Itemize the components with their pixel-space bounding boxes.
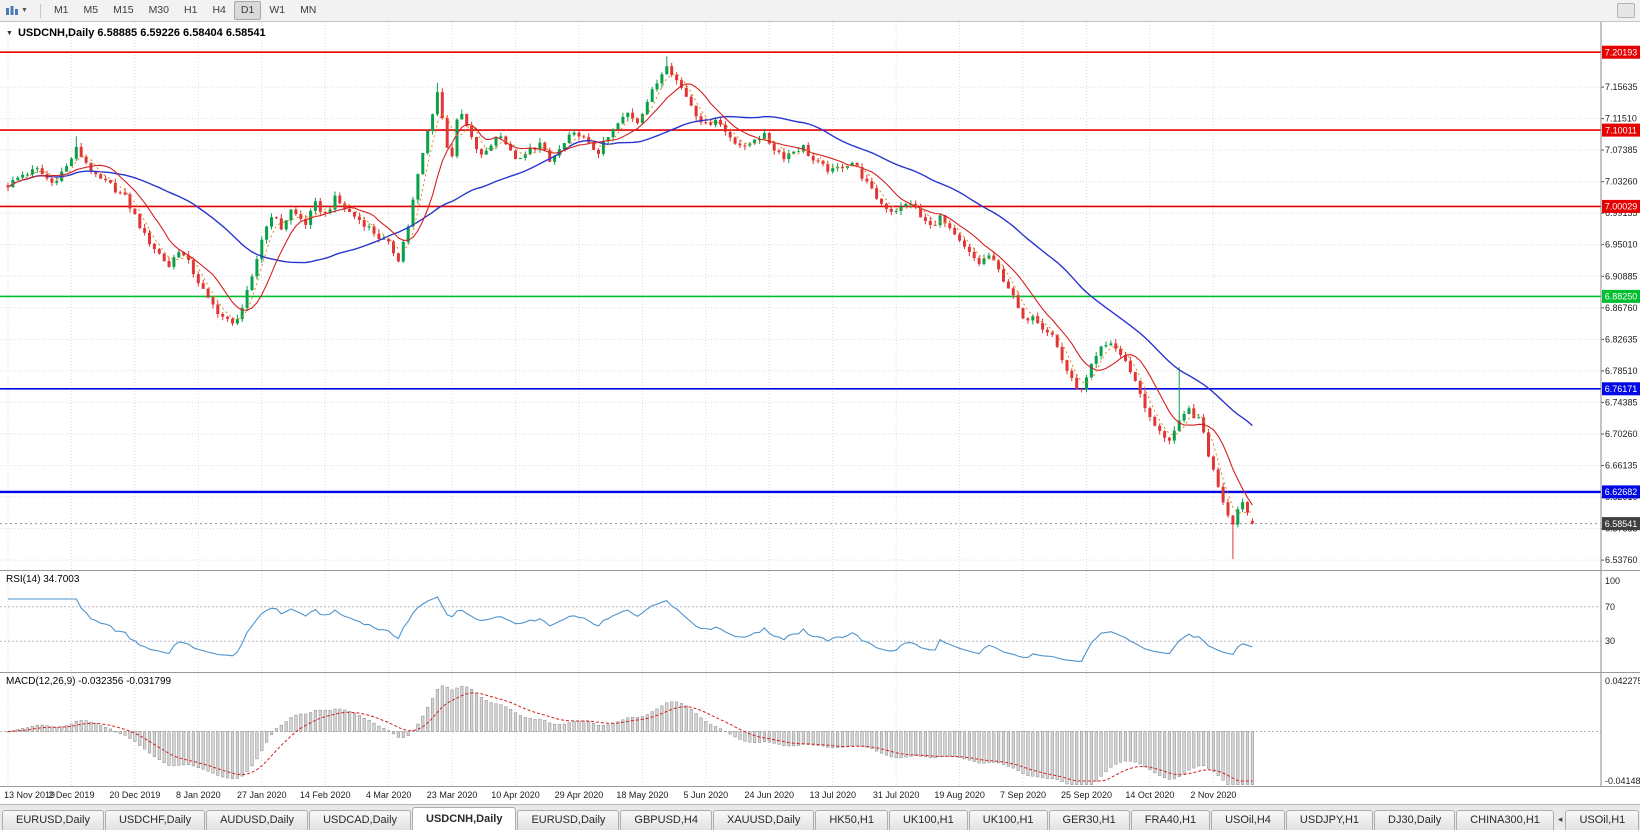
chart-tab-uk100-h1[interactable]: UK100,H1: [888, 810, 968, 830]
rsi-canvas[interactable]: 100 70 30: [0, 571, 1640, 672]
svg-text:6.66135: 6.66135: [1605, 461, 1638, 471]
svg-text:6.58541: 6.58541: [1605, 519, 1638, 529]
svg-text:6.74385: 6.74385: [1605, 397, 1638, 407]
date-axis-label: 2 Nov 2020: [1190, 790, 1237, 800]
svg-text:6.90885: 6.90885: [1605, 271, 1638, 281]
chart-tab-dj30-daily[interactable]: DJ30,Daily: [1374, 810, 1456, 830]
timeframe-toolbar: ▼ M1 M5 M15 M30 H1 H4 D1 W1 MN: [0, 0, 1640, 22]
svg-text:6.78510: 6.78510: [1605, 366, 1638, 376]
tab-scroll-left-icon[interactable]: ◂: [1557, 814, 1563, 824]
timeframe-buttons: M1 M5 M15 M30 H1 H4 D1 W1 MN: [47, 1, 323, 20]
date-axis-label: 29 Apr 2020: [554, 790, 604, 800]
svg-text:100: 100: [1605, 576, 1620, 586]
date-axis-label: 14 Oct 2020: [1125, 790, 1175, 800]
svg-text:6.88250: 6.88250: [1605, 292, 1638, 302]
svg-text:7.20193: 7.20193: [1605, 47, 1638, 57]
toolbar-extra-button[interactable]: [1617, 3, 1635, 18]
dropdown-caret-icon[interactable]: ▼: [21, 7, 28, 14]
chart-tab-eurusd-daily[interactable]: EURUSD,Daily: [517, 810, 620, 830]
date-axis-label: 5 Jun 2020: [683, 790, 729, 800]
svg-text:6.82635: 6.82635: [1605, 334, 1638, 344]
chart-tab-hk50-h1[interactable]: HK50,H1: [815, 810, 888, 830]
macd-label: MACD(12,26,9) -0.032356 -0.031799: [6, 676, 172, 687]
date-axis[interactable]: 13 Nov 2019 2 Dec 2019 20 Dec 2019 8 Jan 20…: [0, 786, 1640, 804]
timeframe-button-mn[interactable]: MN: [300, 4, 317, 16]
svg-text:70: 70: [1605, 602, 1615, 612]
chart-tab-audusd-daily[interactable]: AUDUSD,Daily: [206, 810, 309, 830]
svg-text:7.10011: 7.10011: [1605, 125, 1637, 135]
chart-menu-caret-icon[interactable]: ▼: [6, 29, 13, 37]
date-axis-label: 20 Dec 2019: [109, 790, 161, 800]
date-axis-label: 2 Dec 2019: [48, 790, 95, 800]
date-axis-label: 13 Nov 2019: [4, 790, 56, 800]
date-axis-label: 23 Mar 2020: [426, 790, 478, 800]
timeframe-button-d1[interactable]: D1: [233, 1, 262, 20]
svg-text:6.70260: 6.70260: [1605, 429, 1638, 439]
chart-tab-gbpusd-h4[interactable]: GBPUSD,H4: [620, 810, 712, 830]
timeframe-button-m5[interactable]: M5: [83, 4, 99, 16]
svg-text:6.95010: 6.95010: [1605, 240, 1638, 250]
chart-tab-usdchf-daily[interactable]: USDCHF,Daily: [104, 810, 206, 830]
chart-tab-usdcad-daily[interactable]: USDCAD,Daily: [309, 810, 412, 830]
svg-text:-0.041480: -0.041480: [1605, 776, 1640, 786]
svg-text:6.76171: 6.76171: [1605, 384, 1638, 394]
chart-tab-usoil-h4[interactable]: USOil,H4: [1211, 810, 1285, 830]
rsi-label: RSI(14) 34.7003: [6, 574, 80, 585]
chart-title: ▼ USDCNH,Daily 6.58885 6.59226 6.58404 6…: [6, 27, 266, 39]
svg-text:6.62682: 6.62682: [1605, 487, 1638, 497]
chart-tab-usoil-h1[interactable]: USOil,H1: [1565, 810, 1640, 830]
date-axis-label: 14 Feb 2020: [299, 790, 351, 800]
date-axis-label: 8 Jan 2020: [176, 790, 221, 800]
date-axis-label: 27 Jan 2020: [236, 790, 287, 800]
timeframe-button-m1[interactable]: M1: [53, 4, 69, 16]
chart-tab-fra40-h1[interactable]: FRA40,H1: [1130, 810, 1211, 830]
chart-tab-xauusd-daily[interactable]: XAUUSD,Daily: [712, 810, 815, 830]
svg-text:6.99135: 6.99135: [1605, 208, 1638, 218]
chart-tab-usdcnh-daily[interactable]: USDCNH,Daily: [412, 807, 517, 830]
date-axis-label: 31 Jul 2020: [872, 790, 920, 800]
rsi-panel[interactable]: 100 70 30 RSI(14) 34.7003: [0, 570, 1640, 672]
chart-tab-china300-h1[interactable]: CHINA300,H1: [1456, 810, 1554, 830]
timeframe-button-h4[interactable]: H4: [212, 4, 226, 16]
svg-text:0.042275: 0.042275: [1605, 676, 1640, 686]
chart-tab-bar: EURUSD,Daily USDCHF,Daily AUDUSD,Daily USDC…: [0, 804, 1640, 830]
date-axis-label: 4 Mar 2020: [365, 790, 412, 800]
chart-tab-ger30-h1[interactable]: GER30,H1: [1048, 810, 1130, 830]
date-axis-label: 19 Aug 2020: [934, 790, 985, 800]
timeframe-button-m30[interactable]: M30: [148, 4, 169, 16]
svg-text:7.15635: 7.15635: [1605, 82, 1638, 92]
timeframe-button-h1[interactable]: H1: [184, 4, 198, 16]
svg-text:30: 30: [1605, 636, 1615, 646]
svg-text:7.11510: 7.11510: [1605, 114, 1637, 124]
svg-text:6.53760: 6.53760: [1605, 555, 1638, 565]
price-chart-panel[interactable]: 7.15635 7.11510 7.07385 7.03260 6.99135 6.950…: [0, 22, 1640, 570]
date-axis-label: 7 Sep 2020: [1000, 790, 1047, 800]
chart-tab-uk100-h1[interactable]: UK100,H1: [968, 810, 1048, 830]
date-axis-label: 25 Sep 2020: [1060, 790, 1112, 800]
price-chart-canvas[interactable]: 7.15635 7.11510 7.07385 7.03260 6.99135 6.950…: [0, 22, 1640, 570]
chart-ohlc-title: USDCNH,Daily 6.58885 6.59226 6.58404 6.5…: [17, 27, 266, 39]
timeframe-button-w1[interactable]: W1: [269, 4, 286, 16]
macd-canvas[interactable]: 0.042275 -0.041480: [0, 673, 1640, 786]
svg-text:7.03260: 7.03260: [1605, 177, 1638, 187]
chart-tab-usdjpy-h1[interactable]: USDJPY,H1: [1285, 810, 1374, 830]
date-axis-label: 18 May 2020: [616, 790, 669, 800]
date-axis-label: 24 Jun 2020: [744, 790, 795, 800]
date-axis-label: 10 Apr 2020: [491, 790, 540, 800]
toolbar-separator: [39, 3, 41, 18]
date-axis-label: 13 Jul 2020: [809, 790, 856, 800]
macd-panel[interactable]: 0.042275 -0.041480 MACD(12,26,9) -0.03235…: [0, 672, 1640, 786]
chart-tab-eurusd-daily[interactable]: EURUSD,Daily: [2, 810, 104, 830]
svg-text:7.07385: 7.07385: [1605, 145, 1638, 155]
svg-text:6.86760: 6.86760: [1605, 303, 1638, 313]
timeframe-button-m15[interactable]: M15: [113, 4, 134, 16]
svg-text:7.00029: 7.00029: [1605, 202, 1638, 212]
chart-type-icon[interactable]: [5, 4, 19, 18]
